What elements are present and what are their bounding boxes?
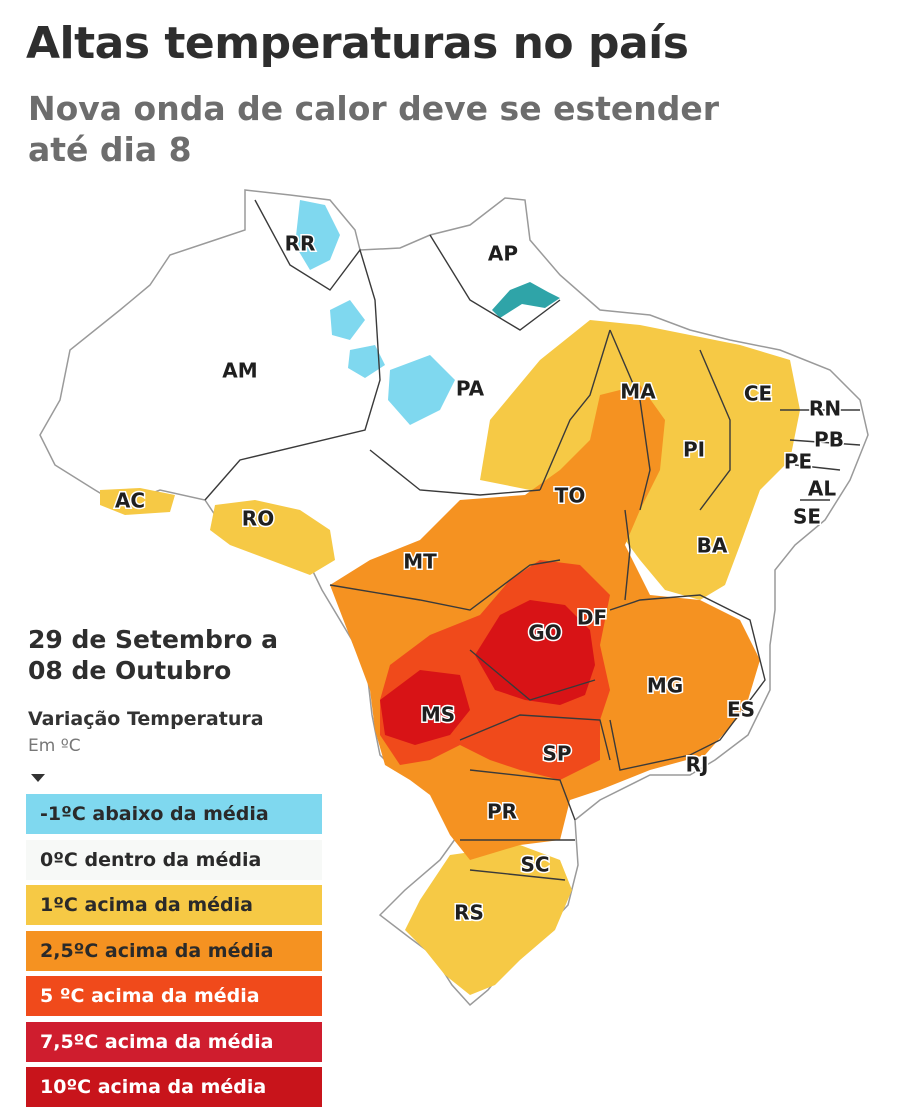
- state-label-ms: MS: [421, 703, 455, 727]
- region-below-average: [295, 200, 455, 425]
- state-labels: RR AP AM PA MA CE RN PB PI PE AL SE AC RO TO BA MT DF GO MG…: [113, 230, 845, 926]
- border-to-ba: [624, 509, 631, 601]
- state-label-to: TO: [555, 484, 586, 508]
- map-title: Altas temperaturas no país: [26, 18, 689, 69]
- border-ms-sp-pr: [459, 714, 611, 821]
- state-label-pi: PI: [683, 438, 705, 462]
- state-label-mg: MG: [647, 674, 683, 698]
- state-label-pb: PB: [814, 428, 844, 452]
- border-pi-ce: [699, 349, 731, 511]
- legend-item-2-5: 2,5ºC acima da média: [26, 930, 322, 971]
- border-ma-pi: [609, 329, 651, 511]
- state-label-go: GO: [528, 621, 561, 645]
- map-subtitle: Nova onda de calor deve se estender até …: [28, 89, 720, 169]
- region-1c-south: [405, 845, 572, 995]
- state-label-sc: SC: [520, 853, 549, 877]
- state-label-ba: BA: [697, 534, 728, 558]
- legend-unit: Em ºC: [28, 736, 81, 756]
- state-label-es: ES: [727, 698, 755, 722]
- border-ma-to: [539, 329, 611, 491]
- state-label-se: SE: [793, 505, 821, 529]
- state-label-pa: PA: [456, 377, 485, 401]
- border-mt-go-ms: [329, 559, 596, 701]
- legend-title: Variação Temperatura: [28, 708, 264, 730]
- state-label-rs: RS: [454, 901, 484, 925]
- region-1c-west: [210, 500, 335, 575]
- state-label-df: DF: [577, 606, 607, 630]
- border-pa-mt: [369, 449, 541, 496]
- state-label-rn: RN: [809, 397, 841, 421]
- border-pr-sc-rs: [460, 839, 575, 881]
- state-label-ap: AP: [488, 242, 518, 266]
- region-10c-core: [380, 600, 595, 745]
- border-ne-states: [780, 409, 861, 501]
- legend-item-0: 0ºC dentro da média: [26, 839, 322, 880]
- legend-item-1: 1ºC acima da média: [26, 885, 322, 925]
- state-label-mt: MT: [403, 550, 437, 574]
- state-label-ro: RO: [242, 507, 274, 531]
- state-label-sp: SP: [542, 742, 571, 766]
- border-am-rr-pa: [204, 199, 381, 501]
- state-label-al: AL: [808, 477, 836, 501]
- temperature-legend: -1ºC abaixo da média 0ºC dentro da média…: [26, 794, 322, 1113]
- date-range-line-1: 29 de Setembro a: [28, 625, 278, 654]
- legend-item-10: 10ºC acima da média: [26, 1067, 322, 1107]
- state-label-ce: CE: [744, 382, 772, 406]
- state-label-am: AM: [222, 359, 257, 383]
- marajo-island: [492, 282, 560, 318]
- state-label-rr: RR: [285, 232, 316, 256]
- region-1c-acre: [100, 488, 175, 515]
- legend-item-7-5: 7,5ºC acima da média: [26, 1021, 322, 1062]
- caret-down-icon: [31, 774, 45, 782]
- state-label-pe: PE: [784, 450, 812, 474]
- state-label-ac: AC: [115, 489, 145, 513]
- state-label-pr: PR: [487, 800, 517, 824]
- date-range-line-2: 08 de Outubro: [28, 656, 232, 685]
- border-pa-ap: [429, 234, 561, 331]
- legend-item-minus1: -1ºC abaixo da média: [26, 794, 322, 834]
- date-range: 29 de Setembro a 08 de Outubro: [28, 624, 278, 686]
- legend-item-5: 5 ºC acima da média: [26, 976, 322, 1016]
- state-label-ma: MA: [620, 380, 656, 404]
- brazil-temperature-map: RR AP AM PA MA CE RN PB PI PE AL SE AC RO TO BA MT DF GO MG…: [39, 189, 869, 1007]
- state-label-rj: RJ: [686, 753, 709, 777]
- border-mg: [609, 594, 766, 771]
